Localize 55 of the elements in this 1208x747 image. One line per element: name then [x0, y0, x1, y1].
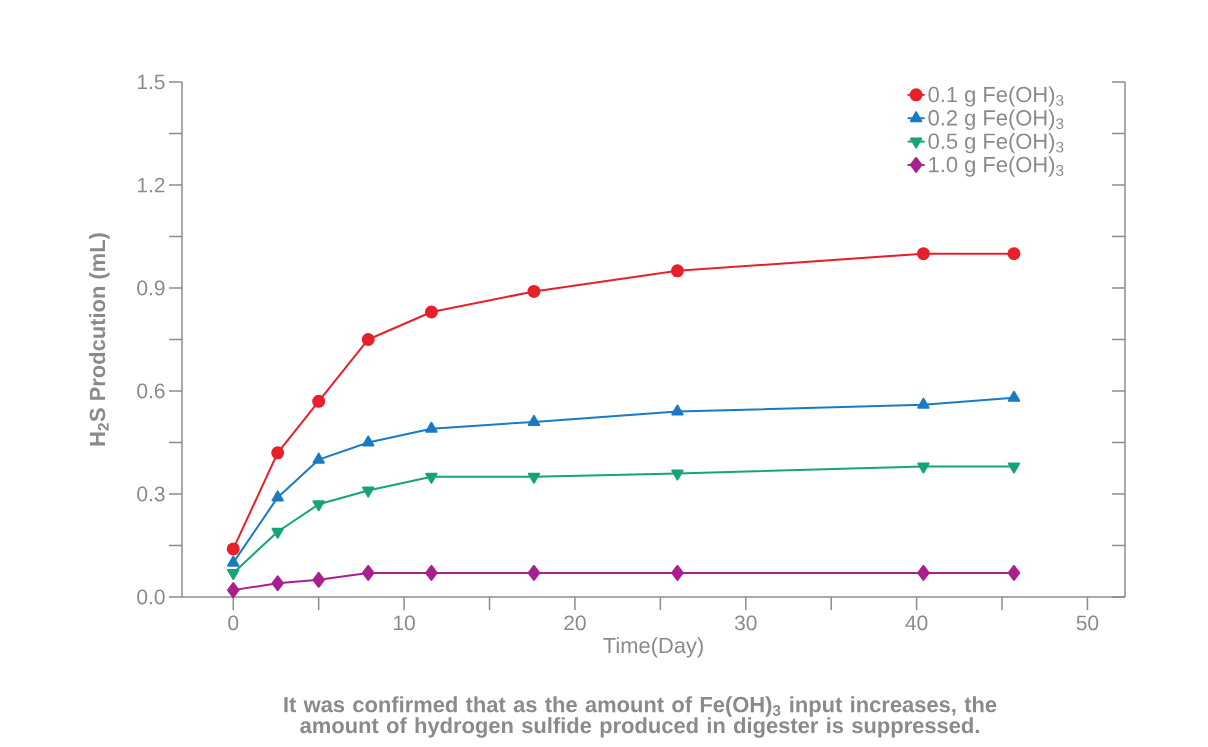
y-tick-label: 1.5 — [138, 74, 165, 90]
point — [361, 564, 375, 581]
legend-label: 0.2 g Fe(OH)$_{3}$ — [928, 109, 1064, 130]
point — [226, 542, 240, 556]
legend-label: 0.5 g Fe(OH)$_{3}$ — [928, 132, 1064, 154]
y-tick-label: 0.6 — [137, 383, 165, 399]
y-tick-label: 0.3 — [137, 486, 165, 502]
point — [271, 527, 284, 539]
point — [916, 247, 930, 261]
point — [527, 472, 541, 484]
point — [671, 469, 684, 481]
point — [1007, 462, 1021, 474]
legend-label: 0.1 g Fe(OH)$_{3}$ — [928, 86, 1064, 107]
point — [361, 332, 375, 346]
point — [424, 305, 438, 319]
point — [671, 404, 684, 416]
point — [670, 264, 684, 278]
point — [271, 446, 285, 460]
point — [1007, 390, 1021, 402]
point — [312, 394, 326, 408]
x-tick-label: 10 — [394, 615, 415, 631]
point — [312, 571, 325, 588]
point — [271, 490, 284, 502]
y-tick-label: 1.2 — [138, 177, 165, 193]
point — [917, 462, 930, 474]
point — [1007, 247, 1021, 261]
point — [227, 555, 240, 567]
point — [527, 414, 541, 426]
x-tick-label: 30 — [734, 615, 757, 631]
point — [425, 472, 438, 484]
point — [527, 564, 541, 581]
point — [312, 500, 325, 512]
y-tick-label: 0.0 — [137, 589, 165, 605]
x-axis-title: Time(Day) — [603, 637, 703, 658]
y-axis-title: H$_{2}$S Prodcution (mL) — [89, 233, 110, 446]
legend-label: 1.0 g Fe(OH)$_{3}$ — [929, 156, 1064, 177]
x-tick-label: 40 — [905, 615, 928, 631]
point — [1007, 564, 1021, 581]
point — [917, 564, 930, 581]
x-tick-label: 0 — [228, 615, 239, 631]
point — [425, 421, 438, 433]
point — [227, 582, 240, 599]
x-tick-label: 20 — [564, 615, 586, 631]
point — [425, 564, 438, 581]
point — [227, 568, 240, 580]
point — [671, 564, 684, 581]
point — [362, 435, 375, 447]
point — [527, 284, 541, 298]
point — [312, 452, 325, 464]
y-tick-label: 0.9 — [137, 280, 165, 296]
text: It was confirmed that as the amount of Fe(OH)$_{3}$ input increases, the amount of hydrogen sulfide produced in digester is suppressed. — [284, 696, 997, 738]
x-tick-label: 50 — [1076, 615, 1099, 631]
point — [271, 575, 284, 592]
point — [917, 397, 930, 409]
point — [362, 486, 375, 498]
